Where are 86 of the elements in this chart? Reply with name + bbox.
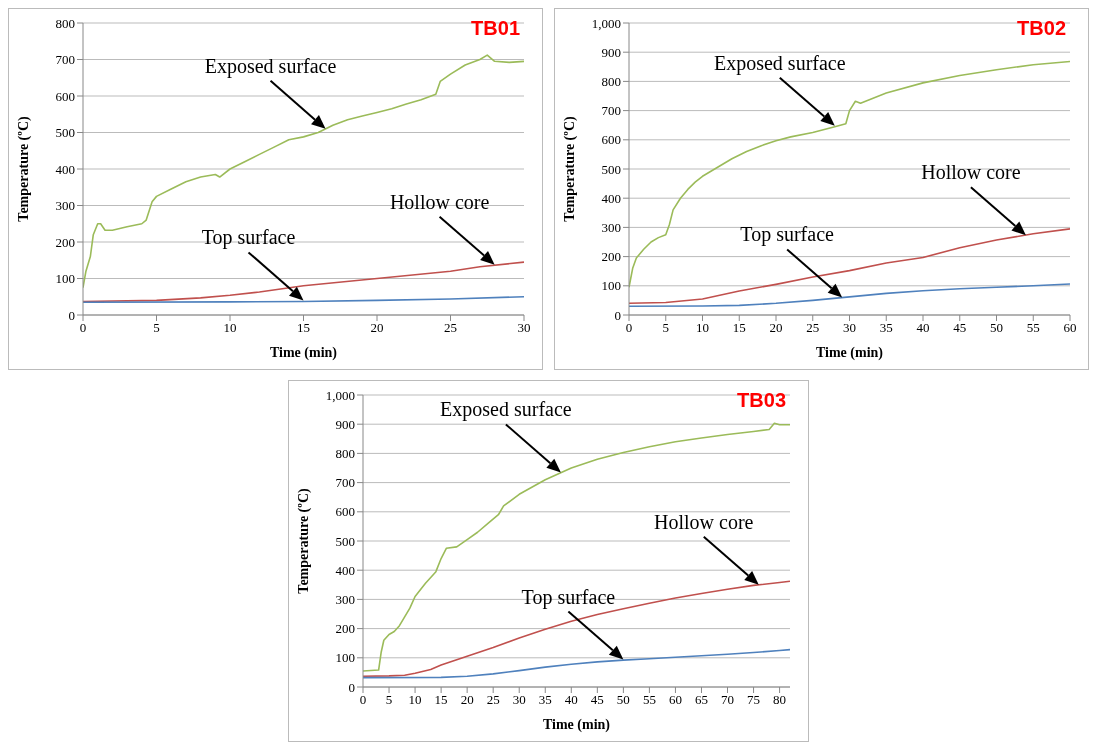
y-tick-label: 400 xyxy=(601,190,621,206)
y-tick-label: 300 xyxy=(55,198,75,214)
x-tick-label: 25 xyxy=(486,692,500,708)
x-tick-label: 10 xyxy=(408,692,422,708)
y-tick-label: 600 xyxy=(601,132,621,148)
x-tick-label: 0 xyxy=(359,692,367,708)
y-tick-label: 200 xyxy=(55,234,75,250)
x-tick-label: 5 xyxy=(662,320,669,336)
y-tick-label: 500 xyxy=(335,533,355,549)
y-tick-label: 300 xyxy=(601,220,621,236)
y-axis-title: Temperature (ºC) xyxy=(295,488,312,594)
y-tick-label: 600 xyxy=(55,88,75,104)
x-tick-label: 55 xyxy=(642,692,656,708)
y-tick-label: 300 xyxy=(335,592,355,608)
x-tick-label: 10 xyxy=(223,320,237,336)
x-tick-label: 60 xyxy=(668,692,682,708)
annotation: Top surface xyxy=(740,223,835,247)
annotation: Top surface xyxy=(521,585,616,609)
y-tick-label: 800 xyxy=(601,74,621,90)
x-tick-label: 20 xyxy=(370,320,384,336)
x-tick-label: 20 xyxy=(769,320,783,336)
chart-title: TB03 xyxy=(737,389,786,412)
y-tick-label: 900 xyxy=(601,44,621,60)
y-tick-label: 1,000 xyxy=(591,15,621,31)
x-axis-title: Time (min) xyxy=(815,345,884,361)
y-tick-label: 700 xyxy=(601,103,621,119)
x-tick-label: 70 xyxy=(721,692,735,708)
y-axis-title: Temperature (ºC) xyxy=(561,116,578,222)
x-tick-label: 25 xyxy=(444,320,457,336)
y-tick-label: 100 xyxy=(55,271,75,287)
annotation: Top surface xyxy=(201,226,296,250)
x-tick-label: 15 xyxy=(434,692,448,708)
x-tick-label: 25 xyxy=(806,320,820,336)
x-tick-label: 15 xyxy=(297,320,310,336)
x-tick-label: 20 xyxy=(460,692,474,708)
y-tick-label: 100 xyxy=(601,278,621,294)
x-tick-label: 0 xyxy=(625,320,633,336)
x-tick-label: 5 xyxy=(153,320,160,336)
x-tick-label: 15 xyxy=(732,320,746,336)
x-tick-label: 30 xyxy=(843,320,856,336)
chart-title: TB02 xyxy=(1017,17,1066,40)
annotation: Exposed surface xyxy=(440,398,572,422)
y-tick-label: 400 xyxy=(335,562,355,578)
y-tick-label: 600 xyxy=(335,504,355,520)
chart-title: TB01 xyxy=(471,17,520,40)
x-tick-label: 40 xyxy=(916,320,930,336)
x-axis-title: Time (min) xyxy=(269,345,338,361)
y-tick-label: 400 xyxy=(55,161,75,177)
x-tick-label: 35 xyxy=(879,320,893,336)
annotation: Exposed surface xyxy=(713,51,846,75)
y-tick-label: 200 xyxy=(335,621,355,637)
x-tick-label: 50 xyxy=(990,320,1003,336)
y-tick-label: 0 xyxy=(614,307,621,323)
x-tick-label: 35 xyxy=(538,692,552,708)
annotation: Hollow core xyxy=(921,161,1021,184)
x-tick-label: 10 xyxy=(696,320,709,336)
x-tick-label: 5 xyxy=(385,692,393,708)
annotation: Exposed surface xyxy=(204,54,337,78)
x-tick-label: 55 xyxy=(1026,320,1040,336)
y-tick-label: 1,000 xyxy=(325,387,355,403)
x-tick-label: 60 xyxy=(1063,320,1077,336)
y-tick-label: 100 xyxy=(335,650,355,666)
y-tick-label: 0 xyxy=(348,679,355,695)
x-tick-label: 30 xyxy=(512,692,526,708)
x-tick-label: 80 xyxy=(773,692,787,708)
x-tick-label: 40 xyxy=(564,692,578,708)
x-tick-label: 45 xyxy=(590,692,604,708)
annotation: Hollow core xyxy=(389,190,490,213)
x-tick-label: 65 xyxy=(694,692,708,708)
y-tick-label: 0 xyxy=(68,307,75,323)
y-tick-label: 800 xyxy=(55,15,75,31)
x-tick-label: 0 xyxy=(79,320,87,336)
y-tick-label: 500 xyxy=(55,125,75,141)
y-tick-label: 700 xyxy=(55,52,75,68)
y-axis-title: Temperature (ºC) xyxy=(15,116,32,222)
annotation: Hollow core xyxy=(654,510,754,533)
x-tick-label: 75 xyxy=(747,692,761,708)
x-tick-label: 30 xyxy=(517,320,531,336)
x-tick-label: 45 xyxy=(953,320,967,336)
x-tick-label: 50 xyxy=(616,692,630,708)
y-tick-label: 200 xyxy=(601,249,621,265)
y-tick-label: 700 xyxy=(335,475,355,491)
y-tick-label: 500 xyxy=(601,161,621,177)
x-axis-title: Time (min) xyxy=(542,717,611,733)
y-tick-label: 900 xyxy=(335,416,355,432)
y-tick-label: 800 xyxy=(335,446,355,462)
